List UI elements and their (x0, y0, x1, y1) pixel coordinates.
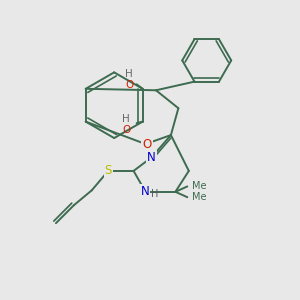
Text: O: O (142, 137, 152, 151)
Text: Me: Me (192, 182, 206, 191)
Text: H: H (152, 189, 159, 199)
Text: N: N (147, 151, 156, 164)
Text: Me: Me (192, 192, 206, 202)
Text: H: H (125, 70, 133, 80)
Text: O: O (122, 125, 130, 135)
Text: H: H (122, 114, 130, 124)
Text: S: S (104, 164, 112, 177)
Text: N: N (140, 185, 149, 198)
Text: O: O (125, 80, 133, 90)
